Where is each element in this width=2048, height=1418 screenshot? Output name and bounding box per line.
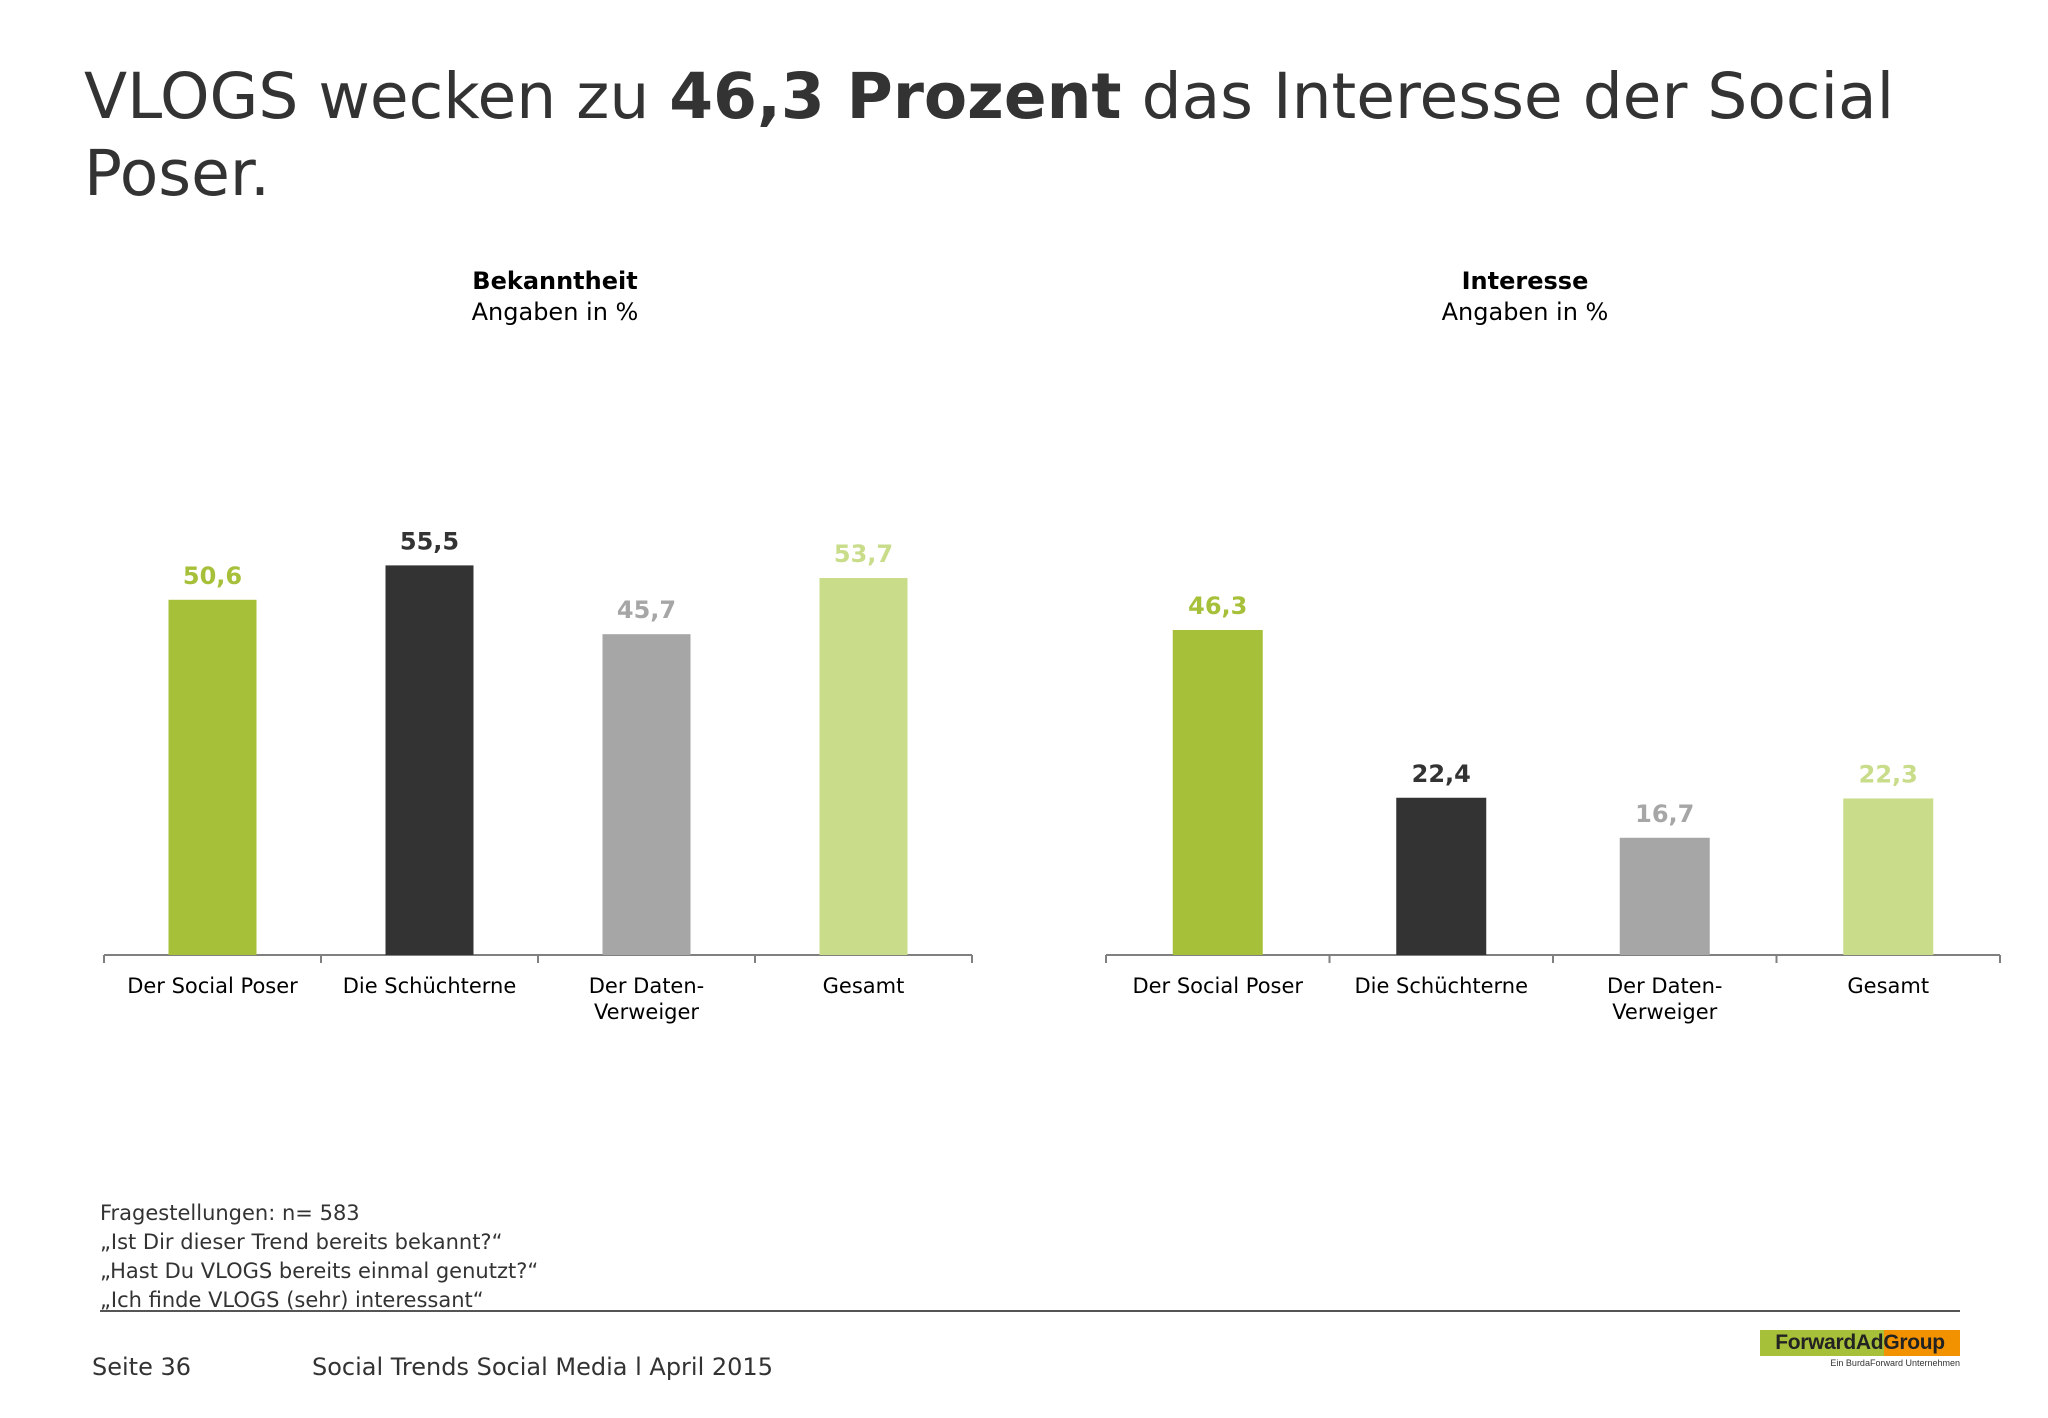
data-label: 45,7 — [617, 596, 676, 624]
footnote: Fragestellungen: n= 583 „Ist Dir dieser … — [100, 1199, 538, 1315]
category-label: Der Daten- — [589, 974, 704, 998]
category-label: Verweiger — [1612, 1000, 1717, 1024]
category-label: Die Schüchterne — [1354, 974, 1528, 998]
company-logo-subtitle: Ein BurdaForward Unternehmen — [1830, 1358, 1960, 1368]
page-title: VLOGS wecken zu 46,3 Prozent das Interes… — [84, 58, 1984, 212]
chart-subtitle: Angaben in % — [1441, 298, 1609, 326]
company-logo: ForwardAdGroup — [1760, 1330, 1960, 1356]
bar — [385, 565, 474, 955]
page-number: Seite 36 — [92, 1353, 192, 1381]
chart-heading-interesse: Interesse Angaben in % — [1425, 266, 1625, 328]
data-label: 53,7 — [834, 540, 893, 568]
footnote-line: Fragestellungen: n= 583 — [100, 1201, 360, 1225]
category-label: Der Social Poser — [1132, 974, 1303, 998]
bar — [1619, 837, 1710, 955]
data-label: 16,7 — [1635, 800, 1694, 828]
chart-subtitle: Angaben in % — [471, 298, 639, 326]
category-label: Gesamt — [823, 974, 905, 998]
footer-divider — [100, 1310, 1960, 1312]
title-part1: VLOGS wecken zu — [84, 60, 670, 133]
category-label: Verweiger — [594, 1000, 699, 1024]
chart-bekanntheit: 50,6 Der Social Poser 55,5 Die Schüchterne 4… — [103, 527, 973, 1024]
bar — [819, 578, 908, 955]
title-bold: 46,3 Prozent — [669, 60, 1122, 133]
bar — [1396, 797, 1487, 955]
data-label: 50,6 — [183, 562, 242, 590]
category-label: Die Schüchterne — [343, 974, 517, 998]
data-label: 55,5 — [400, 527, 459, 555]
footnote-line: „Ist Dir dieser Trend bereits bekannt?“ — [100, 1230, 503, 1254]
category-label: Gesamt — [1847, 974, 1929, 998]
footer-source: Social Trends Social Media l April 2015 — [312, 1353, 773, 1381]
category-label: Der Daten- — [1607, 974, 1722, 998]
bar — [1843, 798, 1934, 955]
bar — [602, 634, 691, 955]
chart-interesse: 46,3 Der Social Poser 22,4 Die Schüchterne 1… — [1105, 592, 2001, 1024]
data-label: 22,3 — [1859, 760, 1918, 788]
footnote-line: „Hast Du VLOGS bereits einmal genutzt?“ — [100, 1259, 539, 1283]
chart-heading-bekanntheit: Bekanntheit Angaben in % — [455, 266, 655, 328]
bar — [168, 599, 257, 955]
chart-title: Bekanntheit — [472, 267, 638, 295]
data-label: 22,4 — [1412, 760, 1471, 788]
bar — [1172, 629, 1263, 955]
data-label: 46,3 — [1188, 592, 1247, 620]
footnote-line: „Ich finde VLOGS (sehr) interessant“ — [100, 1288, 484, 1312]
chart-title: Interesse — [1461, 267, 1589, 295]
title-part2: das Interesse der Social Poser. — [84, 60, 1895, 210]
category-label: Der Social Poser — [127, 974, 298, 998]
